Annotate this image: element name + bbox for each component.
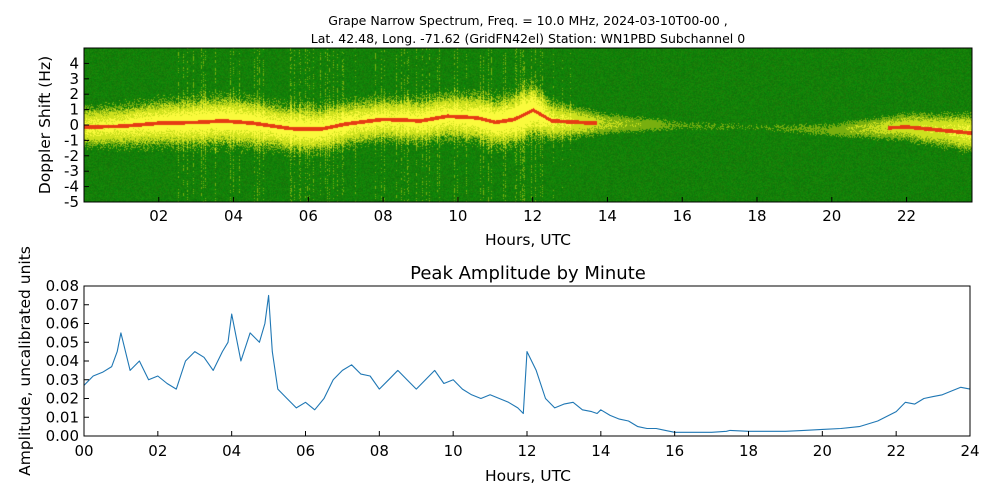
- amplitude-y-tick-label: 0.08: [46, 277, 79, 295]
- amplitude-y-tick-label: 0.07: [46, 296, 79, 314]
- amplitude-x-tick-label: 16: [665, 442, 684, 460]
- amplitude-x-tick-label: 20: [813, 442, 832, 460]
- spectrogram-y-tick-label: -5: [64, 193, 79, 211]
- amplitude-y-tick-label: 0.05: [46, 333, 79, 351]
- spectrogram-x-ticks: 02 04 06 08 10 12 14 16 18 20 22: [149, 197, 916, 225]
- spectrogram-x-tick-label: 18: [747, 207, 766, 225]
- amplitude-y-tick-label: 0.02: [46, 390, 79, 408]
- spectrogram-x-tick-label: 02: [149, 207, 168, 225]
- spectrogram-x-tick-label: 04: [224, 207, 243, 225]
- amplitude-x-axis-label: Hours, UTC: [485, 467, 571, 485]
- spectrogram-y-tick-label: 1: [69, 101, 79, 119]
- amplitude-x-tick-label: 12: [517, 442, 536, 460]
- amplitude-series-line: [83, 294, 971, 433]
- amplitude-y-tick-label: 0.03: [46, 371, 79, 389]
- amplitude-x-tick-label: 24: [960, 442, 979, 460]
- amplitude-x-tick-label: 10: [444, 442, 463, 460]
- amplitude-x-tick-label: 06: [296, 442, 315, 460]
- amplitude-x-tick-label: 14: [591, 442, 610, 460]
- spectrogram-image: [84, 48, 972, 202]
- spectrogram-y-tick-label: -1: [64, 131, 79, 149]
- spectrogram-x-tick-label: 20: [822, 207, 841, 225]
- spectrogram-y-tick-label: -3: [64, 162, 79, 180]
- amplitude-chart-title: Peak Amplitude by Minute: [410, 263, 646, 284]
- amplitude-y-tick-label: 0.06: [46, 315, 79, 333]
- amplitude-y-tick-label: 0.01: [46, 408, 79, 426]
- amplitude-x-tick-label: 18: [739, 442, 758, 460]
- spectrogram-x-tick-label: 14: [598, 207, 617, 225]
- amplitude-x-tick-label: 08: [370, 442, 389, 460]
- amplitude-y-axis-label: Amplitude, uncalibrated units: [16, 246, 34, 476]
- amplitude-y-tick-label: 0.04: [46, 352, 79, 370]
- spectrogram-y-tick-label: 3: [69, 70, 79, 88]
- spectrogram-y-tick-label: 2: [69, 85, 79, 103]
- spectrogram-y-tick-label: -4: [64, 178, 79, 196]
- spectrogram-y-tick-label: 0: [69, 116, 79, 134]
- amplitude-y-ticks: 0.000.010.020.030.040.050.060.070.08: [46, 277, 89, 445]
- spectrogram-title-line2: Lat. 42.48, Long. -71.62 (GridFN42el) St…: [311, 31, 745, 46]
- amplitude-x-tick-label: 02: [148, 442, 167, 460]
- spectrogram-y-tick-label: -2: [64, 147, 79, 165]
- spectrogram-x-tick-label: 06: [299, 207, 318, 225]
- spectrogram-y-tick-label: 4: [69, 54, 79, 72]
- spectrogram-x-tick-label: 16: [673, 207, 692, 225]
- spectrogram-x-axis-label: Hours, UTC: [485, 231, 571, 249]
- spectrogram-x-tick-label: 12: [523, 207, 542, 225]
- spectrogram-x-tick-label: 10: [448, 207, 467, 225]
- spectrogram-x-tick-label: 22: [897, 207, 916, 225]
- amplitude-x-tick-label: 22: [887, 442, 906, 460]
- amplitude-x-tick-label: 00: [74, 442, 93, 460]
- amplitude-x-ticks: 00 02 04 06 08 10 12 14 16 18 20 22 24: [74, 431, 980, 460]
- spectrogram-x-tick-label: 08: [374, 207, 393, 225]
- amplitude-plot-background: [84, 286, 970, 436]
- amplitude-y-tick-label: 0.00: [46, 427, 79, 445]
- spectrogram-y-axis-label: Doppler Shift (Hz): [36, 56, 54, 194]
- spectrogram-title-line1: Grape Narrow Spectrum, Freq. = 10.0 MHz,…: [328, 13, 727, 28]
- amplitude-x-tick-label: 04: [222, 442, 241, 460]
